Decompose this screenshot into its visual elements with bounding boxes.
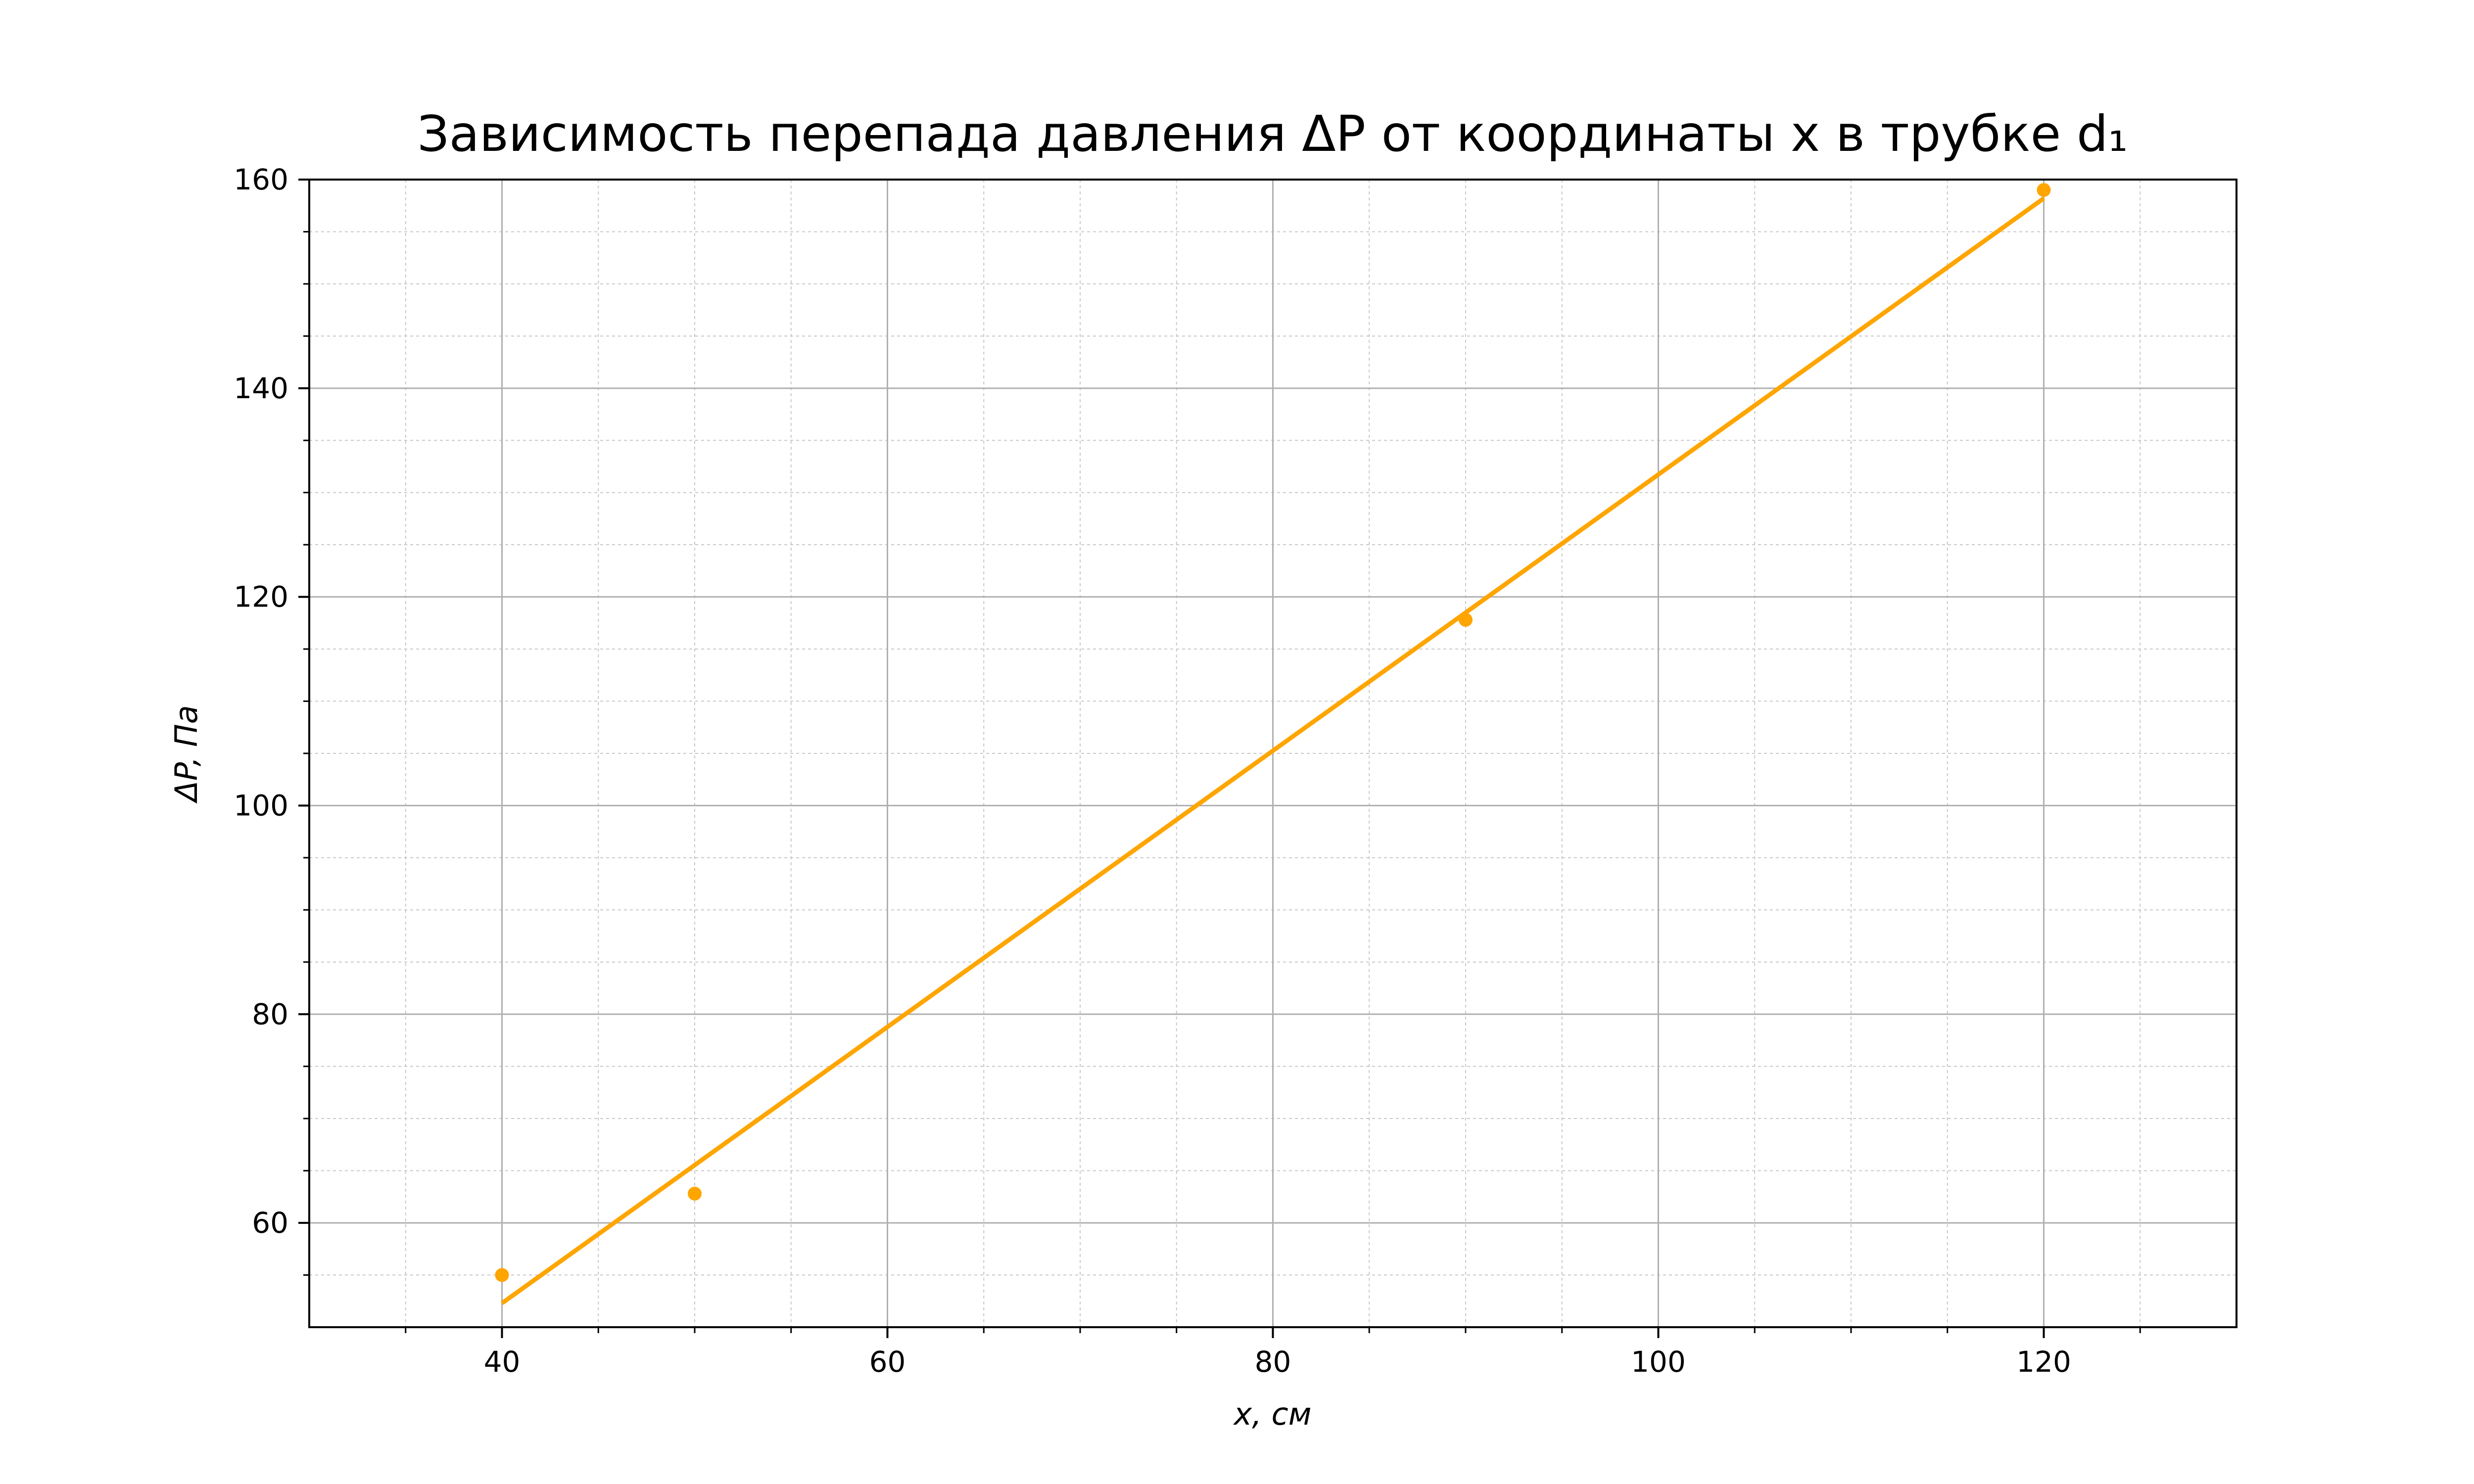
x-axis-label: x, см — [1233, 1396, 1312, 1432]
y-tick-label: 160 — [234, 163, 288, 196]
chart-title: Зависимость перепада давления ΔP от коор… — [417, 105, 2128, 163]
series-layer — [495, 183, 2051, 1305]
y-tick-label: 100 — [234, 788, 288, 822]
x-tick-label: 60 — [869, 1345, 906, 1379]
data-point — [2037, 183, 2051, 197]
ticks — [298, 179, 2141, 1338]
y-tick-label: 60 — [252, 1206, 288, 1240]
fit-line — [500, 196, 2046, 1305]
major-grid — [309, 179, 2236, 1327]
y-axis-label: ΔP, Па — [168, 705, 204, 803]
y-tick-label: 140 — [234, 371, 288, 405]
y-tick-label: 120 — [234, 580, 288, 614]
tick-labels: 40 60 80 100 120 60 80 100 120 140 160 — [234, 163, 2071, 1379]
x-tick-label: 120 — [2016, 1345, 2071, 1379]
x-tick-label: 100 — [1631, 1345, 1686, 1379]
x-tick-label: 40 — [484, 1345, 521, 1379]
data-point — [1459, 613, 1473, 627]
y-tick-label: 80 — [252, 997, 288, 1031]
data-point — [495, 1268, 509, 1282]
x-tick-label: 80 — [1255, 1345, 1291, 1379]
data-point — [688, 1187, 702, 1201]
